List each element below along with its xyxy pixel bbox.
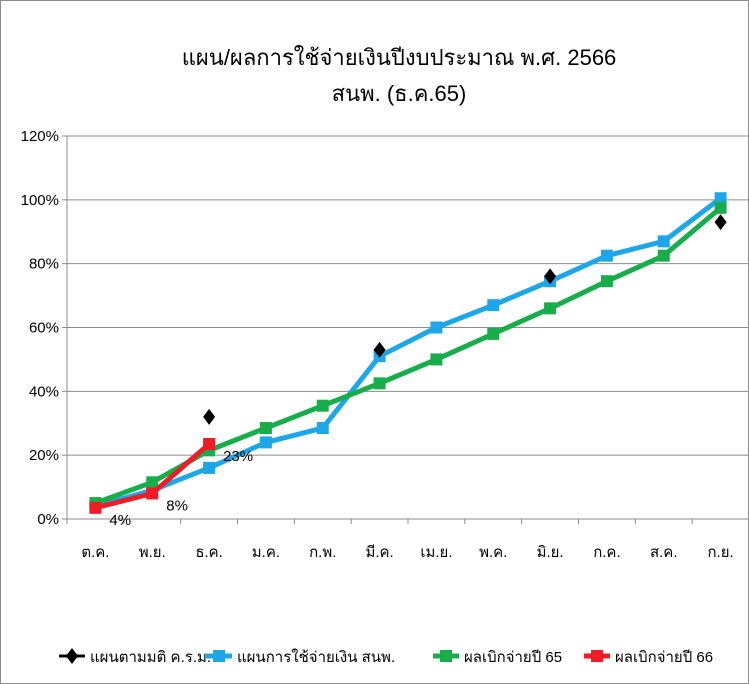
data-point [89,501,102,514]
plot-area: 0% 20% 40% 60% 80% 100% 120% ต.ค. พ.ย. ธ.ค. ม.ค. ก.… [21,128,748,561]
data-label: 23% [223,448,253,465]
data-point [657,249,670,262]
x-tick-label: ต.ค. [81,544,109,561]
x-tick-label: เม.ย. [420,544,452,561]
data-point [430,321,443,334]
chart-subtitle: สนพ. (ธ.ค.65) [332,81,467,106]
data-point [714,192,727,205]
legend-entry: ผลเบิกจ่ายปี 66 [584,649,713,666]
data-point [600,249,613,262]
y-tick-label: 120% [21,128,59,145]
series-0 [203,214,727,425]
data-point [316,399,329,412]
legend-marker [213,650,225,662]
x-tick-label: ก.พ. [309,544,336,561]
data-point [203,437,216,450]
x-tick-label: มิ.ย. [537,544,564,561]
x-tick-label: ส.ค. [650,544,678,561]
x-tick-label: ก.ย. [707,544,733,561]
x-tick-label: พ.ค. [479,544,507,561]
data-point [714,214,727,231]
y-tick-label: 20% [29,447,59,464]
x-tick-label: พ.ย. [139,544,166,561]
series-2 [89,201,727,510]
legend-label: แผนการใช้จ่ายเงิน สนพ. [237,648,395,666]
series-line [94,205,723,506]
x-tick-label: ธ.ค. [195,544,223,561]
legend-marker [440,650,452,662]
legend-entry: แผนตามมติ ค.ร.ม. [59,648,211,666]
series-line [94,196,723,509]
data-point [430,353,443,366]
legend-label: แผนตามมติ ค.ร.ม. [90,649,211,666]
data-point [316,422,329,435]
data-point [714,201,727,214]
data-point [259,422,272,435]
data-point [600,275,613,288]
y-tick-label: 0% [37,511,59,528]
legend: แผนตามมติ ค.ร.ม. แผนการใช้จ่ายเงิน สนพ. ผล… [59,648,713,666]
data-label: 8% [166,497,188,514]
x-tick-label: มี.ค. [365,544,393,561]
series-3: 4% 8% 23% [89,437,253,529]
x-tick-label: ก.ค. [593,544,620,561]
data-point [203,408,216,425]
data-point [203,461,216,474]
data-point [487,327,500,340]
data-point [259,436,272,449]
data-point [487,299,500,312]
series-layer: 4% 8% 23% [89,192,727,529]
legend-label: ผลเบิกจ่ายปี 65 [464,649,562,666]
data-point [373,377,386,390]
legend-label: ผลเบิกจ่ายปี 66 [615,649,713,666]
data-point [657,235,670,248]
data-point [544,302,557,315]
legend-marker [591,650,603,662]
y-tick-label: 40% [29,383,59,400]
legend-marker [66,648,78,664]
data-point [373,341,386,358]
x-tick-label: ม.ค. [252,544,280,561]
y-tick-label: 100% [21,192,59,209]
y-tick-label: 60% [29,320,59,337]
y-tick-label: 80% [29,256,59,273]
legend-entry: แผนการใช้จ่ายเงิน สนพ. [206,648,395,666]
data-point [544,268,557,285]
data-point [146,476,159,489]
data-point [146,487,159,500]
data-label: 4% [109,512,131,529]
chart-title: แผน/ผลการใช้จ่ายเงินปีงบประมาณ พ.ศ. 2566 [182,45,617,70]
legend-entry: ผลเบิกจ่ายปี 65 [433,649,562,666]
